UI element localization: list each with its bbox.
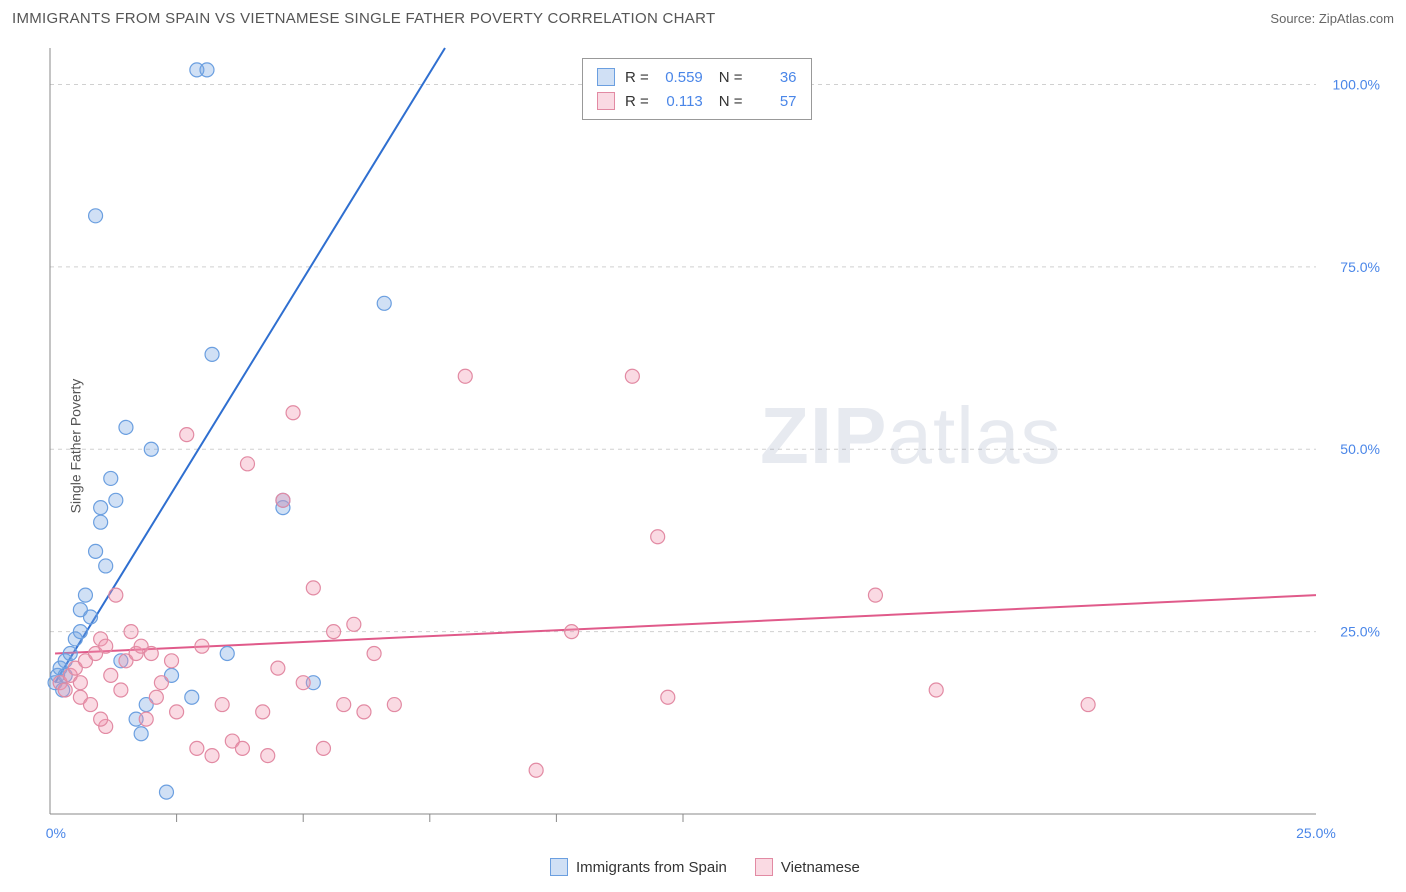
chart-title: IMMIGRANTS FROM SPAIN VS VIETNAMESE SING… xyxy=(12,10,715,27)
legend-swatch xyxy=(755,858,773,876)
source-value: ZipAtlas.com xyxy=(1319,11,1394,26)
xaxis-legend-label: Immigrants from Spain xyxy=(576,859,727,876)
legend-n-label: N = xyxy=(719,93,743,110)
header-bar: IMMIGRANTS FROM SPAIN VS VIETNAMESE SING… xyxy=(0,0,1406,36)
legend-stats-row: R = 0.113 N = 57 xyxy=(597,89,797,113)
svg-text:25.0%: 25.0% xyxy=(1296,825,1336,841)
x-axis-legend: Immigrants from Spain Vietnamese xyxy=(550,858,860,876)
legend-r-value: 0.559 xyxy=(655,69,703,86)
svg-text:50.0%: 50.0% xyxy=(1340,441,1380,457)
legend-swatch xyxy=(597,92,615,110)
chart-svg: 25.0% 50.0% 75.0% 100.0% 0.0% 25.0% xyxy=(46,40,1386,850)
xaxis-legend-label: Vietnamese xyxy=(781,859,860,876)
svg-text:100.0%: 100.0% xyxy=(1333,76,1380,92)
legend-n-value: 36 xyxy=(749,69,797,86)
legend-r-value: 0.113 xyxy=(655,93,703,110)
source-label: Source: ZipAtlas.com xyxy=(1270,11,1394,26)
xaxis-legend-item: Immigrants from Spain xyxy=(550,858,727,876)
legend-stats-row: R = 0.559 N = 36 xyxy=(597,65,797,89)
svg-text:25.0%: 25.0% xyxy=(1340,624,1380,640)
legend-n-label: N = xyxy=(719,69,743,86)
legend-swatch xyxy=(550,858,568,876)
plot-area: 25.0% 50.0% 75.0% 100.0% 0.0% 25.0% xyxy=(46,40,1386,850)
svg-text:75.0%: 75.0% xyxy=(1340,259,1380,275)
legend-r-label: R = xyxy=(625,69,649,86)
legend-swatch xyxy=(597,68,615,86)
legend-stats-box: R = 0.559 N = 36 R = 0.113 N = 57 xyxy=(582,58,812,120)
legend-r-label: R = xyxy=(625,93,649,110)
legend-n-value: 57 xyxy=(749,93,797,110)
xaxis-legend-item: Vietnamese xyxy=(755,858,860,876)
svg-text:0.0%: 0.0% xyxy=(46,825,66,841)
